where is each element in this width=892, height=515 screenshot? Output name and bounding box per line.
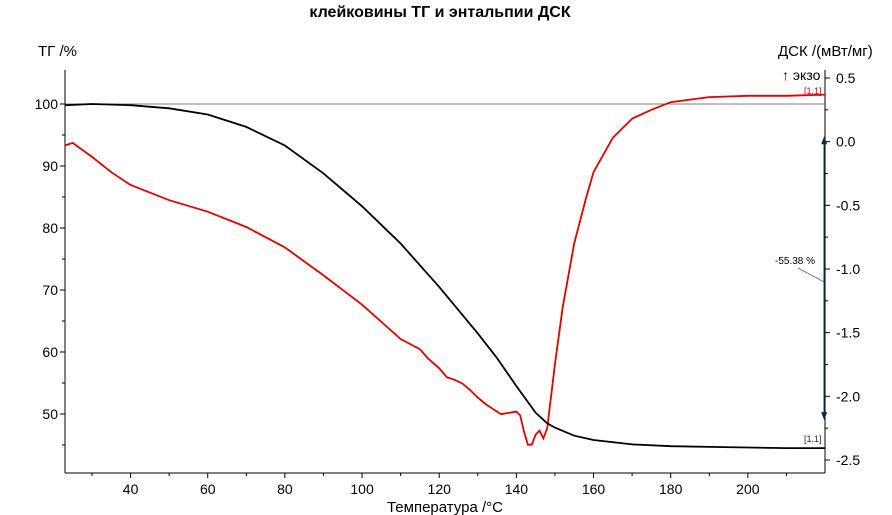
mass-step-marker: -55.38 %: [775, 136, 828, 421]
x-tick-label: 60: [200, 481, 216, 497]
y-right-tick-label: 0.5: [836, 70, 856, 86]
x-axis-label: Температура /°C: [387, 499, 503, 515]
y-left-tick-label: 60: [42, 344, 58, 360]
y-left-tick-label: 90: [42, 158, 58, 174]
mass-step-arrow-top: [821, 136, 828, 145]
x-tick-label: 160: [582, 481, 606, 497]
exo-label: ↑ экзо: [782, 67, 821, 83]
x-tick-label: 100: [350, 481, 374, 497]
y-left-ticks: 100 90 80 70 60 50: [35, 96, 65, 446]
x-tick-label: 80: [277, 481, 293, 497]
dsc-curve-tag: [1.1]: [804, 86, 822, 96]
y-left-tick-label: 70: [42, 282, 58, 298]
x-tick-label: 180: [659, 481, 683, 497]
y-right-tick-label: -2.5: [836, 452, 860, 468]
y-right-tick-label: -1.0: [836, 261, 860, 277]
mass-step-label: -55.38 %: [775, 256, 815, 267]
y-left-tick-label: 100: [35, 96, 59, 112]
tg-series-line: [64, 103, 825, 449]
y-right-ticks: 0.5 0.0 -0.5 -1.0 -1.5 -2.0 -2.5: [825, 70, 860, 468]
x-ticks: 40 60 80 100 120 140 160 180 200: [91, 473, 787, 497]
y-right-tick-label: -0.5: [836, 197, 860, 213]
dsc-series-line: [64, 93, 826, 446]
tg-curve-tag: [1.1]: [804, 434, 822, 444]
mass-step-arrow-bottom: [821, 412, 828, 421]
y-left-label: ТГ /%: [38, 43, 77, 60]
y-right-tick-label: 0.0: [836, 134, 856, 150]
mass-step-leader: [797, 267, 825, 283]
y-left-tick-label: 50: [42, 406, 58, 422]
x-tick-label: 40: [123, 481, 139, 497]
chart-title: клейковины ТГ и энтальпии ДСК: [309, 4, 570, 21]
y-right-tick-label: -2.0: [836, 388, 860, 404]
x-tick-label: 120: [428, 481, 452, 497]
x-tick-label: 200: [736, 481, 760, 497]
y-left-tick-label: 80: [42, 220, 58, 236]
x-tick-label: 140: [505, 481, 529, 497]
y-right-label: ДСК /(мВт/мг): [778, 43, 873, 60]
y-right-tick-label: -1.5: [836, 325, 860, 341]
